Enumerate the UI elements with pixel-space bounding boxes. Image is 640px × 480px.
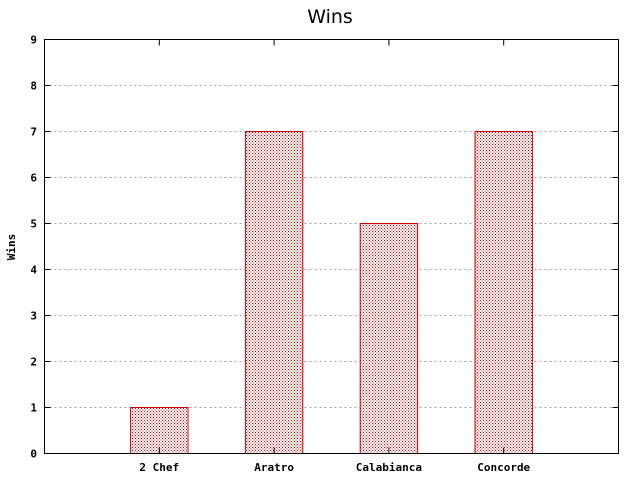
y-tick-label: 3 <box>30 310 37 323</box>
bar-aratro <box>244 131 304 454</box>
plot-frame <box>44 39 619 454</box>
y-tick-label: 0 <box>30 448 37 461</box>
y-tick-label: 9 <box>30 34 37 47</box>
grid-lines <box>44 85 619 408</box>
y-tick-label: 1 <box>30 402 37 415</box>
y-tick-label: 2 <box>30 356 37 369</box>
x-tick-label: Calabianca <box>356 461 422 474</box>
y-tick-label: 5 <box>30 218 37 231</box>
y-tick-label: 6 <box>30 172 37 185</box>
bar-2-chef <box>130 407 189 454</box>
x-tick-label: Concorde <box>477 461 530 474</box>
y-axis-label: Wins <box>5 234 18 261</box>
bars <box>130 131 533 454</box>
x-tick-label: Aratro <box>254 461 294 474</box>
y-tick-label: 7 <box>30 126 37 139</box>
y-tick-label: 8 <box>30 80 37 93</box>
bar-concorde <box>474 131 533 454</box>
chart-title: Wins <box>307 6 353 28</box>
y-tick-label: 4 <box>30 264 37 277</box>
axis-ticks <box>44 39 619 454</box>
bar-calabianca <box>359 223 419 454</box>
tick-labels: 0 1 2 3 4 5 6 7 8 9 2 Chef Aratro Calabianca Concorde <box>30 34 530 475</box>
x-tick-label: 2 Chef <box>139 461 179 474</box>
